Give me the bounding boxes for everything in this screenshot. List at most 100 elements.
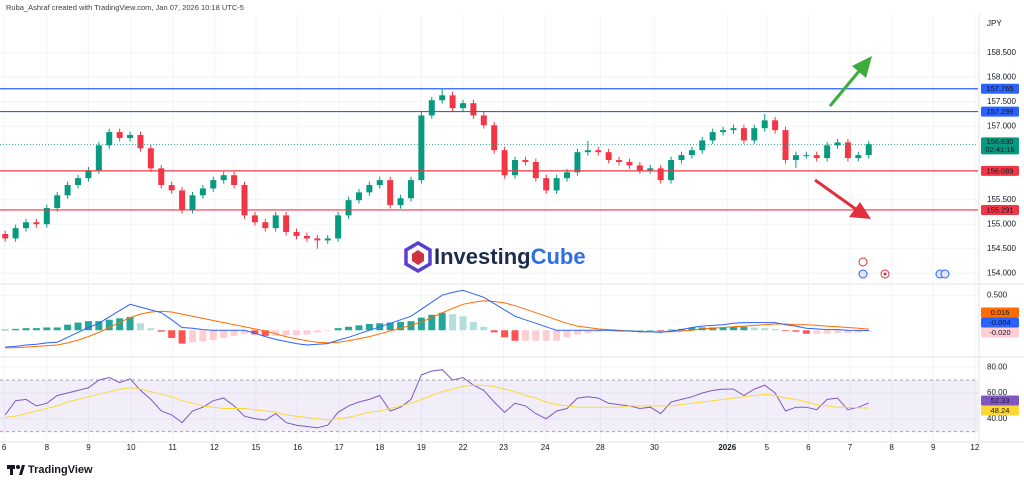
candle-body [428, 100, 435, 116]
histogram-bar [345, 326, 353, 331]
candle-body [699, 140, 706, 151]
candle-body [418, 115, 425, 181]
histogram-bar [22, 328, 30, 331]
histogram-bar [854, 330, 862, 333]
candle-body [668, 160, 675, 181]
arrow-down [814, 178, 871, 219]
histogram-bar [178, 330, 186, 344]
candle-body [23, 222, 30, 229]
y-tick-label: 40.00 [987, 414, 1008, 423]
currency-label: JPY [987, 19, 1002, 28]
histogram-bar [261, 330, 269, 336]
value-label: 157.299 [986, 107, 1013, 116]
event-icon-dot [883, 272, 887, 276]
arrow-head [852, 56, 872, 78]
histogram-bar [646, 330, 654, 331]
event-icons [858, 257, 950, 279]
y-tick-label: 154.000 [987, 268, 1016, 277]
candle-body [158, 168, 165, 186]
candle-body [439, 95, 446, 101]
candle-body [501, 150, 508, 176]
candle-body [834, 142, 841, 146]
candle-body [512, 160, 519, 176]
candle-body [345, 200, 352, 216]
x-tick-label: 15 [251, 443, 260, 452]
value-label-box [981, 395, 1019, 406]
value-label: 0.016 [991, 308, 1010, 317]
histogram-bar [438, 312, 446, 331]
histogram-bar [43, 327, 51, 331]
histogram-bar [542, 330, 550, 341]
histogram-bar [230, 330, 238, 336]
y-tick-label: 80.00 [987, 362, 1008, 371]
histogram-bar [74, 322, 82, 331]
candle-body [813, 155, 820, 159]
value-label-box [981, 317, 1019, 328]
histogram-bar [95, 321, 103, 331]
indicator-line [5, 289, 869, 348]
histogram-bar [761, 328, 769, 331]
candle-body [116, 132, 123, 138]
candle-body [678, 155, 685, 161]
histogram-bar [469, 321, 477, 331]
x-tick-label: 2026 [718, 443, 736, 452]
arrow-shaft [814, 178, 858, 212]
histogram-bar [84, 321, 92, 331]
last-price-label: 156.630 [986, 137, 1013, 146]
candle-body [636, 165, 643, 171]
histogram-bar [521, 330, 529, 341]
candle-body [772, 120, 779, 131]
histogram-bar [719, 327, 727, 331]
x-tick-label: 9 [931, 443, 936, 452]
histogram-bar [740, 326, 748, 331]
countdown-label: 02:41:16 [985, 145, 1014, 154]
value-label: 48.24 [991, 406, 1010, 415]
candle-body [751, 128, 758, 141]
candle-body [199, 188, 206, 196]
value-label-box [981, 204, 1019, 215]
histogram-bar [688, 327, 696, 331]
watermark-icon-core [412, 250, 424, 265]
x-tick-label: 30 [650, 443, 659, 452]
plot-layer: 158.500 158.000 157.500 157.000 155.500 155.0… [0, 15, 1019, 452]
band-fill [0, 380, 978, 432]
candle-body [824, 145, 831, 159]
histogram-bar [636, 330, 644, 331]
histogram-bar [53, 327, 61, 331]
candle-body [616, 160, 623, 162]
x-tick-label: 9 [86, 443, 91, 452]
value-label: -0.020 [989, 328, 1010, 337]
candle-body [803, 155, 810, 157]
candle-body [12, 228, 19, 239]
candle-body [376, 180, 383, 186]
x-tick-label: 12 [210, 443, 219, 452]
logo-mark [19, 465, 25, 475]
candle-body [782, 130, 789, 161]
x-tick-label: 24 [541, 443, 550, 452]
value-label: 155.291 [986, 205, 1013, 214]
indicator-line [5, 300, 869, 349]
histogram-bar [584, 330, 592, 334]
candle-body [543, 178, 550, 191]
y-tick-label: 158.500 [987, 48, 1016, 57]
x-tick-label: 8 [889, 443, 894, 452]
histogram-bar [282, 330, 290, 336]
candle-body [740, 128, 747, 141]
candle-body [844, 142, 851, 159]
y-tick-label: 157.500 [987, 97, 1016, 106]
footer-logo: TradingView [7, 464, 93, 476]
x-tick-label: 10 [127, 443, 136, 452]
y-tick-label: 157.000 [987, 121, 1016, 130]
candle-body [324, 238, 331, 241]
candle-body [470, 103, 477, 116]
histogram-bar [251, 330, 259, 335]
candle-body [231, 175, 238, 186]
histogram-bar [449, 314, 457, 331]
x-tick-label: 6 [2, 443, 7, 452]
candle-body [407, 180, 414, 199]
indicator-line [5, 384, 869, 421]
histogram-bar [105, 319, 113, 331]
histogram-bar [313, 330, 321, 333]
y-tick-label: 155.000 [987, 219, 1016, 228]
